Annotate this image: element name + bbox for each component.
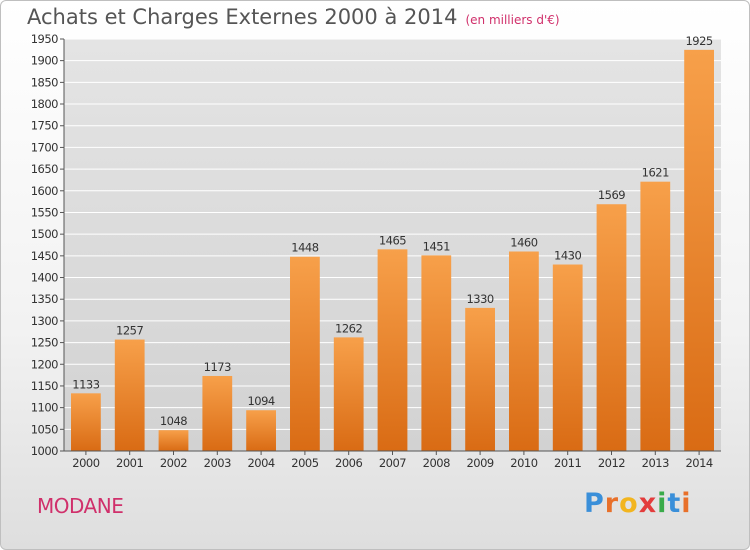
- bar-2007: [377, 249, 408, 451]
- bar-2013: [640, 181, 671, 451]
- y-tick-label: 1500: [31, 227, 58, 241]
- y-tick-label: 1950: [31, 32, 58, 46]
- bar-2008: [421, 255, 452, 451]
- bar-2011: [552, 264, 583, 451]
- logo-letter: t: [667, 488, 682, 519]
- logo-letter: o: [619, 488, 639, 519]
- y-tick-label: 1350: [31, 292, 58, 306]
- bar-2000: [71, 393, 101, 451]
- x-tick-label: 2009: [466, 456, 493, 470]
- city-name: MODANE: [37, 494, 124, 518]
- bars: 1133 1257 1048 1173 1094 1448 1262 1465 1451 1330…: [71, 34, 714, 452]
- x-tick-label: 2002: [160, 456, 187, 470]
- x-tick-label: 2013: [642, 456, 669, 470]
- y-tick-label: 1050: [31, 422, 58, 436]
- x-tick-label: 2007: [379, 456, 406, 470]
- x-tick-label: 2004: [247, 456, 274, 470]
- y-tick-label: 1150: [31, 379, 58, 393]
- bar-chart: 1000 1050 1100 1150 1200 1250 1300 1350 1400 1450…: [31, 32, 721, 470]
- bar-value-label: 1448: [291, 241, 318, 255]
- y-tick-label: 1000: [31, 444, 58, 458]
- y-tick-label: 1650: [31, 162, 58, 176]
- y-tick-label: 1200: [31, 357, 58, 371]
- x-tick-label: 2000: [72, 456, 99, 470]
- y-tick-label: 1850: [31, 75, 58, 89]
- bar-value-label: 1257: [116, 324, 143, 338]
- bar-2005: [290, 256, 320, 451]
- y-tick-label: 1800: [31, 97, 58, 111]
- bar-2001: [114, 339, 145, 451]
- y-tick-label: 1100: [31, 401, 58, 415]
- bar-value-label: 1330: [466, 292, 493, 306]
- bar-value-label: 1094: [247, 394, 274, 408]
- y-tick-label: 1750: [31, 119, 58, 133]
- x-tick-label: 2014: [685, 456, 712, 470]
- bar-value-label: 1173: [204, 360, 231, 374]
- logo-letter: P: [584, 488, 605, 519]
- bar-value-label: 1621: [642, 166, 669, 180]
- bar-2002: [158, 430, 189, 451]
- x-tick-label: 2011: [554, 456, 581, 470]
- proxiti-logo: Proxiti: [584, 488, 692, 519]
- y-tick-label: 1550: [31, 205, 58, 219]
- bar-value-label: 1133: [72, 377, 99, 391]
- logo-letter: i: [657, 488, 668, 519]
- logo-letter: i: [681, 488, 692, 519]
- x-tick-label: 2003: [204, 456, 231, 470]
- x-tick-label: 2012: [598, 456, 625, 470]
- y-tick-label: 1600: [31, 184, 58, 198]
- y-tick-label: 1300: [31, 314, 58, 328]
- bar-value-label: 1925: [685, 34, 712, 48]
- y-axis: 1000 1050 1100 1150 1200 1250 1300 1350 1400 1450…: [31, 32, 64, 458]
- bar-2004: [246, 410, 276, 451]
- bar-2009: [465, 307, 495, 451]
- bar-value-label: 1569: [598, 188, 625, 202]
- logo-letter: x: [638, 488, 658, 519]
- x-tick-label: 2006: [335, 456, 362, 470]
- chart-subtitle: (en milliers d'€): [465, 13, 560, 27]
- bar-2012: [596, 204, 627, 451]
- bar-2003: [202, 375, 233, 451]
- bar-value-label: 1430: [554, 249, 581, 263]
- chart-title-text: Achats et Charges Externes 2000 à 2014: [27, 5, 458, 29]
- chart-title: Achats et Charges Externes 2000 à 2014 (e…: [27, 5, 560, 29]
- bar-value-label: 1460: [510, 236, 537, 250]
- x-tick-label: 2008: [423, 456, 450, 470]
- x-tick-label: 2005: [291, 456, 318, 470]
- bar-value-label: 1451: [423, 239, 450, 253]
- bar-value-label: 1048: [160, 414, 187, 428]
- y-tick-label: 1700: [31, 140, 58, 154]
- bar-value-label: 1465: [379, 233, 406, 247]
- x-tick-label: 2001: [116, 456, 143, 470]
- y-tick-label: 1400: [31, 271, 58, 285]
- x-axis: 2000 2001 2002 2003 2004 2005 2006 2007 2008 2009…: [72, 451, 713, 470]
- y-tick-label: 1900: [31, 54, 58, 68]
- y-tick-label: 1250: [31, 336, 58, 350]
- bar-2010: [509, 251, 539, 451]
- x-tick-label: 2010: [510, 456, 537, 470]
- logo-letter: r: [604, 488, 620, 519]
- bar-value-label: 1262: [335, 321, 362, 335]
- y-tick-label: 1450: [31, 249, 58, 263]
- bar-2014: [684, 49, 714, 452]
- bar-2006: [333, 337, 364, 451]
